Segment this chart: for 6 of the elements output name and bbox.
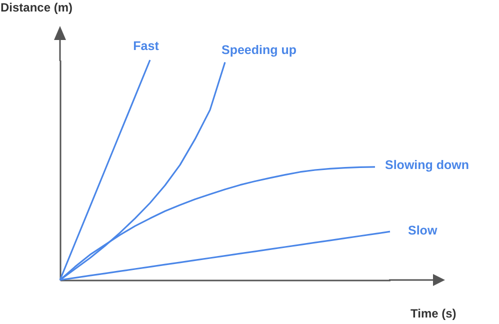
y-axis-title: Distance (m) [0, 0, 73, 14]
series-label: Fast [133, 39, 160, 53]
series-label: Slow [408, 224, 438, 238]
x-axis-title: Time (s) [410, 306, 456, 320]
series-label: Speeding up [222, 43, 297, 58]
series-label: Slowing down [385, 158, 470, 172]
